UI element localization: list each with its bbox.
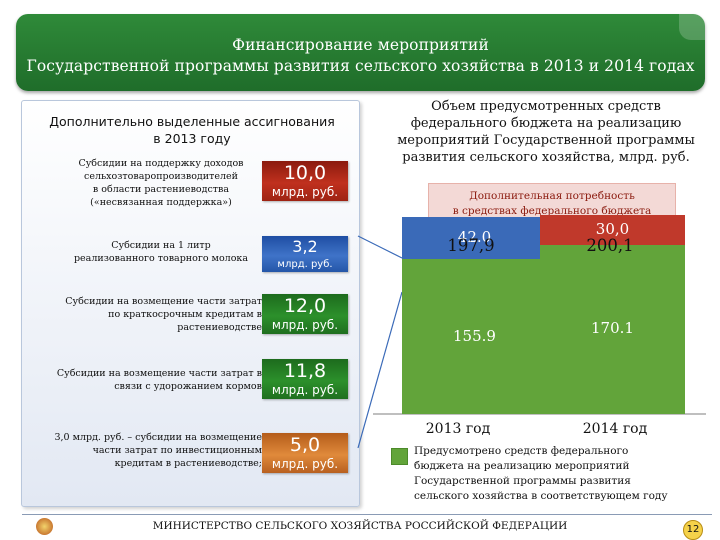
subsidy-desc-crops: Субсидии на поддержку доходов сельхозтов… — [52, 157, 270, 209]
amount-value: 3,2 — [292, 237, 318, 256]
page-number: 12 — [683, 520, 703, 540]
amount-unit: млрд. руб. — [271, 185, 339, 199]
title-line-2: Государственной программы развития сельс… — [26, 57, 695, 75]
subsidy-desc-milk: Субсидии на 1 литр реализованного товарн… — [52, 239, 270, 265]
bar-segment-2014-planned: 170.1 — [540, 244, 685, 414]
panel-title-line-1: Дополнительно выделенные ассигнования — [49, 114, 335, 129]
amount-value: 11,8 — [283, 360, 327, 382]
bar-segment-2014-top: 30,0 — [540, 215, 685, 245]
connector-top — [357, 235, 403, 259]
budget-title-line: развития сельского хозяйства, млрд. руб. — [402, 150, 690, 165]
title-line-1: Финансирование мероприятий — [232, 36, 489, 54]
amount-value: 10,0 — [283, 162, 327, 184]
title-banner: Финансирование мероприятий Государственн… — [16, 14, 705, 91]
desc-line: кредитам в растениеводстве; — [114, 458, 262, 469]
desc-line: сельхозтоваропроизводителей — [84, 171, 238, 182]
legend-line: бюджета на реализацию мероприятий — [414, 460, 630, 472]
footer-ministry: МИНИСТЕРСТВО СЕЛЬСКОГО ХОЗЯЙСТВА РОССИЙС… — [152, 520, 568, 532]
amount-box-short-credits: 12,0 млрд. руб. — [262, 294, 348, 334]
desc-line: Субсидии на поддержку доходов — [78, 158, 244, 169]
bar-value-label: 155.9 — [453, 326, 496, 345]
bar-value-label: 30,0 — [595, 219, 630, 238]
desc-line: Субсидии на возмещение части затрат в — [56, 368, 262, 379]
panel-title-line-2: в 2013 году — [153, 131, 231, 146]
desc-line: по краткосрочным кредитам в — [108, 309, 262, 320]
amount-value: 5,0 — [289, 434, 321, 456]
desc-line: Субсидии на возмещение части затрат — [65, 296, 262, 307]
additional-need-line: Дополнительная потребность — [469, 190, 635, 202]
footer-divider — [22, 514, 712, 515]
desc-line: связи с удорожанием кормов — [114, 381, 262, 392]
legend-swatch — [391, 448, 408, 465]
amount-box-milk: 3,2 млрд. руб. — [262, 236, 348, 272]
bar-segment-2013-top: 42.0 — [402, 217, 547, 259]
total-label-2013: 197,9 — [447, 236, 495, 255]
connector-bottom — [357, 291, 403, 449]
desc-line: растениеводстве — [177, 322, 262, 333]
amount-unit: млрд. руб. — [271, 383, 339, 397]
amount-box-feed: 11,8 млрд. руб. — [262, 359, 348, 399]
amount-box-investment: 5,0 млрд. руб. — [262, 433, 348, 473]
desc-line: Субсидии на 1 литр — [111, 240, 211, 251]
subsidy-desc-feed: Субсидии на возмещение части затрат в св… — [34, 367, 262, 393]
legend-line: Предусмотрено средств федерального — [414, 445, 629, 457]
amount-unit: млрд. руб. — [277, 259, 333, 270]
bar-segment-2013-planned: 155.9 — [402, 259, 547, 414]
desc-line: части затрат по инвестиционным — [92, 445, 262, 456]
bar-value-label: 170.1 — [591, 319, 634, 338]
desc-line: 3,0 млрд. руб. – субсидии на возмещение — [54, 432, 262, 443]
desc-line: («несвязанная поддержка») — [90, 197, 232, 208]
legend-text: Предусмотрено средств федерального бюдже… — [414, 444, 714, 504]
desc-line: реализованного товарного молока — [73, 253, 249, 264]
budget-title-line: федерального бюджета на реализацию — [410, 116, 682, 131]
category-label-2014: 2014 год — [582, 421, 648, 437]
legend-line: Государственной программы развития — [414, 475, 631, 487]
legend-line: сельского хозяйства в соответствующем го… — [414, 490, 668, 502]
banner-corner — [679, 14, 705, 40]
ministry-emblem-icon — [36, 518, 53, 535]
amount-box-crops: 10,0 млрд. руб. — [262, 161, 348, 201]
amount-value: 12,0 — [283, 295, 327, 317]
budget-title-line: Объем предусмотренных средств — [431, 99, 661, 114]
desc-line: в области растениеводства — [92, 184, 230, 195]
amount-unit: млрд. руб. — [271, 457, 339, 471]
category-label-2013: 2013 год — [425, 421, 491, 437]
subsidy-desc-short-credits: Субсидии на возмещение части затрат по к… — [34, 295, 262, 334]
additional-allocations-panel: Дополнительно выделенные ассигнования в … — [21, 100, 360, 507]
bar-value-label: 42.0 — [457, 228, 492, 247]
amount-unit: млрд. руб. — [271, 318, 339, 332]
total-label-2014: 200,1 — [586, 236, 634, 255]
panel-title: Дополнительно выделенные ассигнования в … — [36, 113, 348, 147]
subsidy-desc-investment: 3,0 млрд. руб. – субсидии на возмещение … — [34, 431, 262, 470]
budget-title-line: мероприятий Государственной программы — [397, 133, 695, 148]
additional-need-line: в средствах федерального бюджета — [452, 205, 652, 217]
budget-title: Объем предусмотренных средств федерально… — [376, 98, 716, 166]
